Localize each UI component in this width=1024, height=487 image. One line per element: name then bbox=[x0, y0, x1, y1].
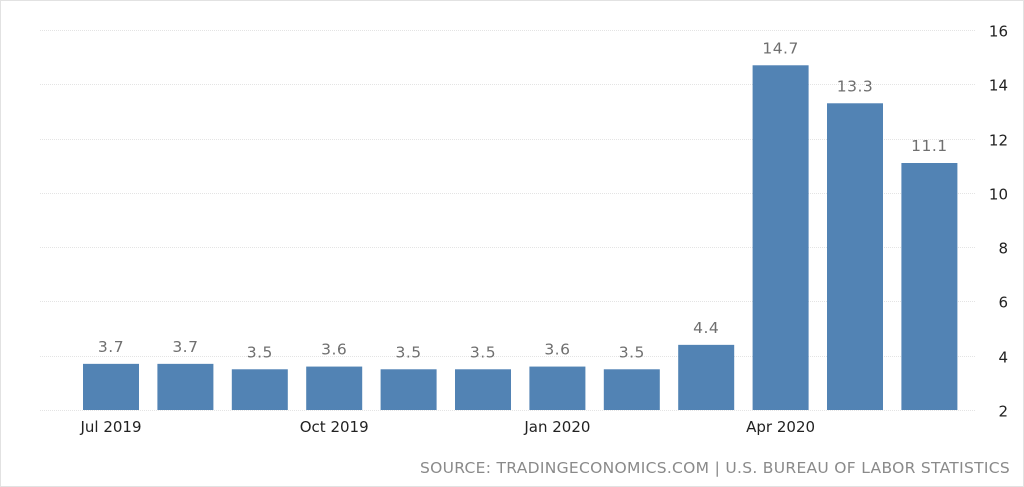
data-label: 3.5 bbox=[396, 343, 422, 361]
y-tick-label: 6 bbox=[998, 294, 1008, 312]
data-label: 3.7 bbox=[172, 338, 198, 356]
bar bbox=[83, 363, 139, 410]
bar bbox=[380, 369, 437, 410]
bar bbox=[603, 369, 660, 410]
x-tick-label: Jan 2020 bbox=[523, 418, 590, 436]
data-label: 3.7 bbox=[98, 338, 124, 356]
bar bbox=[827, 103, 883, 411]
x-tick-label: Jul 2019 bbox=[79, 418, 141, 436]
bar bbox=[678, 344, 735, 410]
bars bbox=[83, 65, 958, 411]
x-axis-ticks: Jul 2019 Oct 2019 Jan 2020 Apr 2020 bbox=[79, 418, 815, 436]
data-label: 11.1 bbox=[911, 137, 948, 155]
data-label: 3.5 bbox=[619, 343, 645, 361]
bar bbox=[752, 65, 809, 411]
data-label: 3.6 bbox=[544, 341, 570, 359]
y-tick-label: 4 bbox=[998, 349, 1008, 367]
data-label: 13.3 bbox=[837, 77, 874, 95]
y-tick-label: 14 bbox=[989, 77, 1008, 95]
data-label: 3.6 bbox=[321, 341, 347, 359]
y-tick-label: 16 bbox=[989, 23, 1008, 41]
data-label: 4.4 bbox=[693, 319, 719, 337]
data-label: 3.5 bbox=[247, 343, 273, 361]
data-labels: 3.7 3.7 3.5 3.6 3.5 3.5 3.6 3.5 4.4 14.7 13.3 11.1 bbox=[98, 39, 948, 361]
data-label: 14.7 bbox=[762, 39, 799, 57]
bar bbox=[455, 369, 511, 410]
bar bbox=[901, 163, 958, 410]
bar bbox=[306, 366, 363, 410]
y-tick-label: 2 bbox=[998, 403, 1008, 421]
y-tick-label: 8 bbox=[998, 240, 1008, 258]
y-tick-label: 10 bbox=[989, 186, 1008, 204]
bar bbox=[529, 366, 586, 410]
bar bbox=[157, 363, 214, 410]
y-axis-ticks: 2 4 6 8 10 12 14 16 bbox=[989, 23, 1008, 421]
data-label: 3.5 bbox=[470, 343, 496, 361]
y-tick-label: 12 bbox=[989, 132, 1008, 150]
source-note: SOURCE: TRADINGECONOMICS.COM | U.S. BURE… bbox=[419, 459, 1010, 477]
bar bbox=[231, 369, 288, 410]
x-tick-label: Oct 2019 bbox=[300, 418, 369, 436]
x-tick-label: Apr 2020 bbox=[746, 418, 815, 436]
